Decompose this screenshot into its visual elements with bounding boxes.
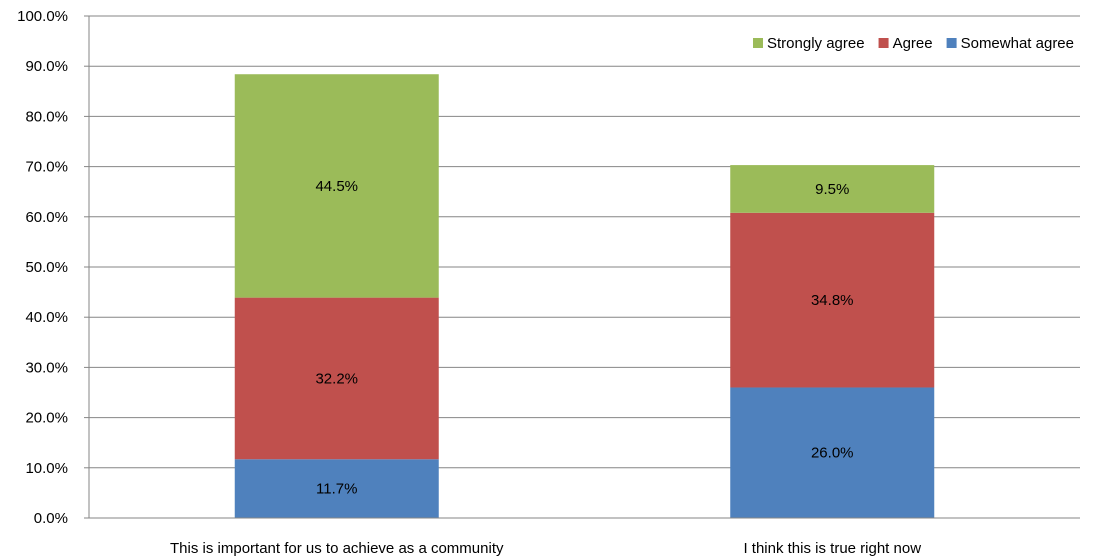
axes xyxy=(88,16,1080,519)
y-tick-label: 10.0% xyxy=(25,460,68,477)
y-tick-label: 90.0% xyxy=(25,58,68,75)
category-label: This is important for us to achieve as a… xyxy=(170,540,504,557)
legend-swatch-strongly-agree xyxy=(753,38,763,48)
y-tick-label: 80.0% xyxy=(25,108,68,125)
y-tick-label: 30.0% xyxy=(25,359,68,376)
y-tick-label: 50.0% xyxy=(25,259,68,276)
legend-item-agree: Agree xyxy=(878,35,933,52)
category-label: I think this is true right now xyxy=(743,540,921,557)
bar-segment-agree xyxy=(730,212,935,388)
y-tick-label: 40.0% xyxy=(25,309,68,326)
legend-swatch-agree xyxy=(878,38,889,48)
legend-swatch-somewhat-agree xyxy=(946,38,957,48)
data-labels: 11.7% 32.2% 44.5% 26.0% 34.8% 9.5% xyxy=(315,178,853,498)
data-label-strongly-agree: 9.5% xyxy=(815,181,849,198)
data-label-somewhat-agree: 26.0% xyxy=(811,445,854,462)
y-tick-label: 60.0% xyxy=(25,209,68,226)
data-label-strongly-agree: 44.5% xyxy=(315,178,358,195)
bar-segment-strongly-agree xyxy=(730,165,935,213)
bar-segment-strongly-agree xyxy=(234,74,439,298)
legend-label-strongly-agree: Strongly agree xyxy=(767,35,865,52)
bar-segment-somewhat-agree xyxy=(234,459,439,518)
y-tick-labels: 0.0% 10.0% 20.0% 30.0% 40.0% 50.0% 60.0% 70.0% 8… xyxy=(17,8,68,527)
bars xyxy=(234,74,935,518)
y-tick-label: 0.0% xyxy=(34,510,68,527)
data-label-agree: 32.2% xyxy=(315,370,358,387)
bar-segment-agree xyxy=(234,297,439,460)
data-label-agree: 34.8% xyxy=(811,292,854,309)
legend-label-somewhat-agree: Somewhat agree xyxy=(961,35,1074,52)
legend-item-strongly-agree: Strongly agree xyxy=(753,35,865,52)
legend: Strongly agree Agree Somewhat agree xyxy=(753,35,1074,52)
y-tick-label: 100.0% xyxy=(17,8,68,25)
y-tick-label: 20.0% xyxy=(25,410,68,427)
data-label-somewhat-agree: 11.7% xyxy=(316,481,357,498)
category-labels: This is important for us to achieve as a… xyxy=(170,540,921,557)
bar-segment-somewhat-agree xyxy=(730,387,935,518)
legend-label-agree: Agree xyxy=(893,35,933,52)
legend-item-somewhat-agree: Somewhat agree xyxy=(946,35,1074,52)
y-tick-label: 70.0% xyxy=(25,159,68,176)
